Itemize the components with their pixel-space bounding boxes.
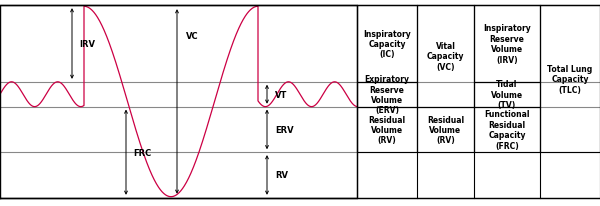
Bar bbox=[357, 6, 417, 82]
Text: Functional
Residual
Capacity
(FRC): Functional Residual Capacity (FRC) bbox=[484, 110, 530, 150]
Text: Inspiratory
Reserve
Volume
(IRV): Inspiratory Reserve Volume (IRV) bbox=[483, 24, 531, 64]
Text: Tidal
Volume
(TV): Tidal Volume (TV) bbox=[491, 80, 523, 110]
Bar bbox=[474, 6, 540, 82]
Text: VC: VC bbox=[186, 32, 199, 41]
Text: Residual
Volume
(RV): Residual Volume (RV) bbox=[427, 115, 464, 145]
Text: Total Lung
Capacity
(TLC): Total Lung Capacity (TLC) bbox=[547, 64, 593, 94]
Text: Expiratory
Reserve
Volume
(ERV): Expiratory Reserve Volume (ERV) bbox=[365, 75, 409, 115]
Bar bbox=[474, 82, 540, 107]
Bar bbox=[417, 6, 474, 107]
Bar bbox=[357, 82, 417, 107]
Bar bbox=[474, 107, 540, 152]
Text: Vital
Capacity
(VC): Vital Capacity (VC) bbox=[427, 42, 464, 71]
Text: Residual
Volume
(RV): Residual Volume (RV) bbox=[368, 115, 406, 145]
Text: IRV: IRV bbox=[79, 40, 95, 49]
Text: FRC: FRC bbox=[133, 148, 151, 157]
Text: ERV: ERV bbox=[275, 125, 293, 134]
Bar bbox=[357, 107, 417, 152]
Text: RV: RV bbox=[275, 171, 288, 180]
Bar bbox=[417, 107, 474, 152]
Text: Inspiratory
Capacity
(IC): Inspiratory Capacity (IC) bbox=[363, 29, 411, 59]
Bar bbox=[540, 6, 600, 152]
Text: VT: VT bbox=[275, 90, 287, 99]
